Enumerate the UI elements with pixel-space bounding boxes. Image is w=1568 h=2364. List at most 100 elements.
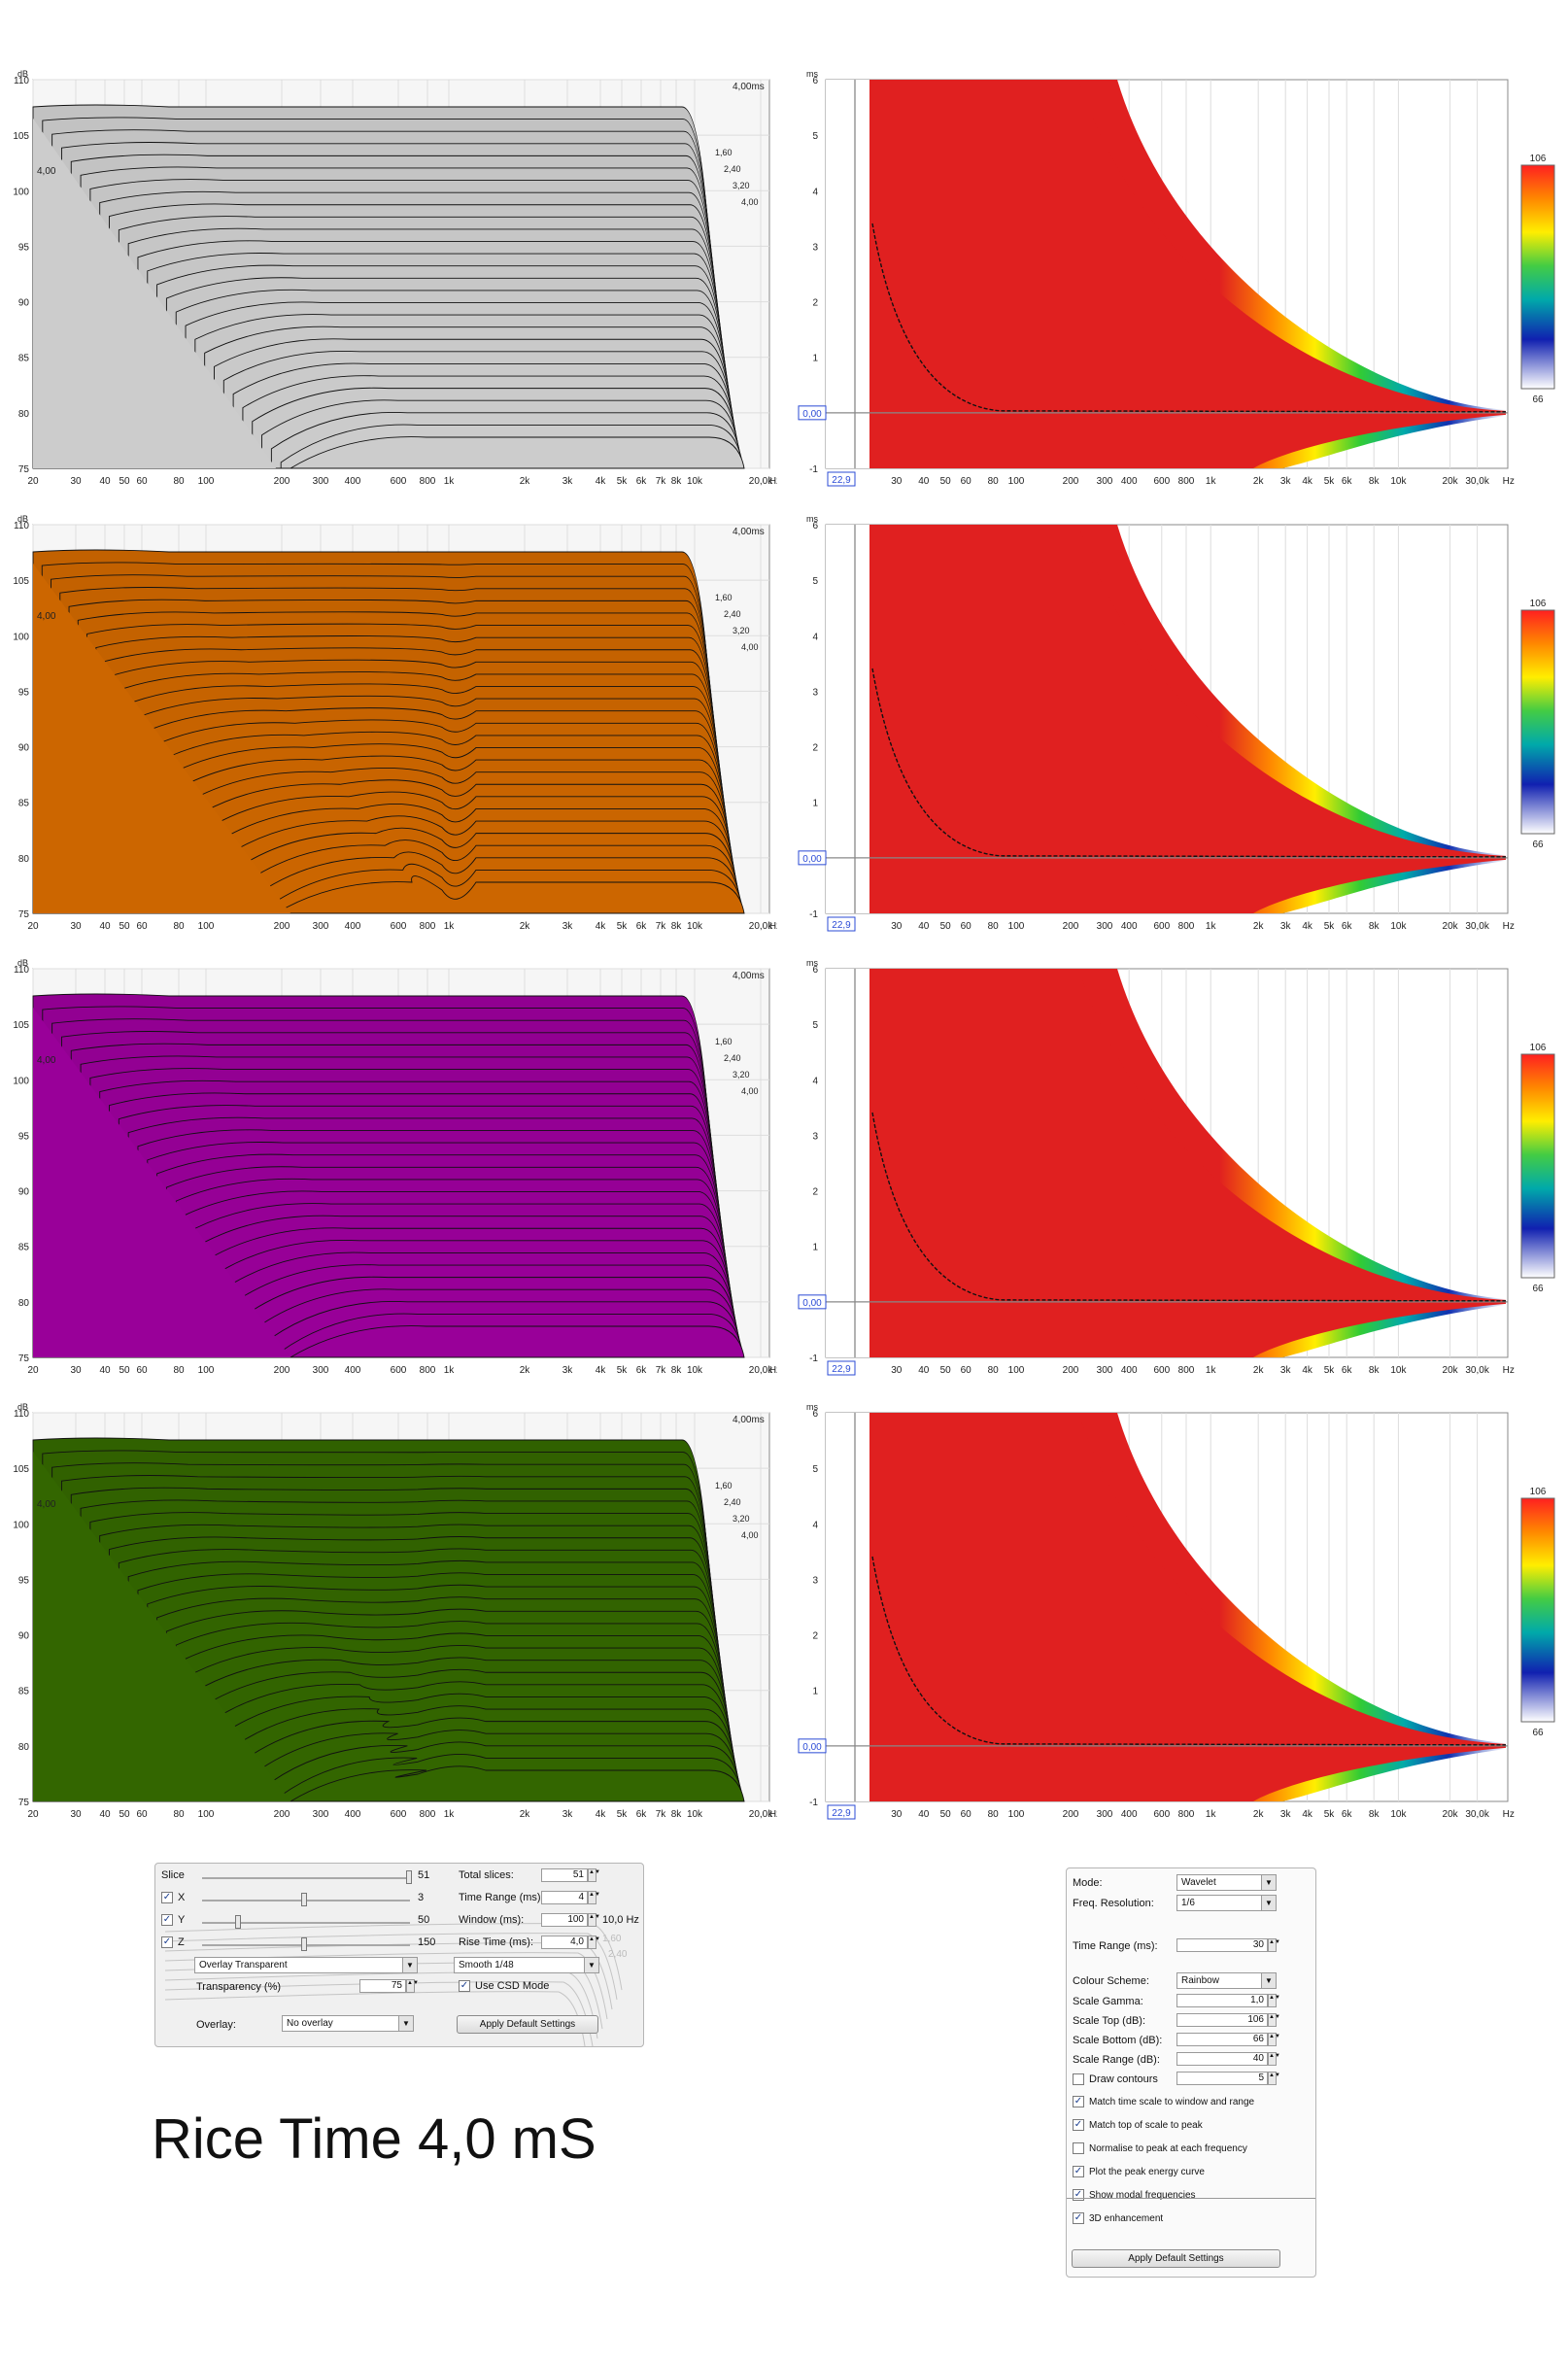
- y-checkbox[interactable]: ✓: [161, 1914, 173, 1926]
- scale-top-field[interactable]: 106: [1176, 2013, 1268, 2027]
- transparency-spinner[interactable]: ▲▼: [406, 1979, 419, 1993]
- x-tick-label: 300: [313, 476, 329, 487]
- window-field[interactable]: 100: [541, 1913, 588, 1927]
- option-row[interactable]: ✓ Match time scale to window and range: [1073, 2096, 1254, 2107]
- slice-time-label: 1,60: [715, 148, 733, 157]
- option-row[interactable]: ✓ Show modal frequencies: [1073, 2189, 1196, 2201]
- x-tick-label: 400: [345, 1365, 361, 1376]
- option-checkbox[interactable]: ✓: [1073, 2189, 1084, 2201]
- z-slider-thumb[interactable]: [301, 1937, 307, 1951]
- y-tick-label: 3: [812, 687, 818, 698]
- time-range-field[interactable]: 4: [541, 1891, 588, 1904]
- draw-contours-field[interactable]: 5: [1176, 2072, 1268, 2085]
- z-value: 150: [418, 1936, 436, 1948]
- x-tick-label: 6k: [636, 921, 648, 932]
- y-tick-label: 75: [18, 1353, 30, 1364]
- colour-scheme-dropdown[interactable]: Rainbow ▼: [1176, 1972, 1277, 1989]
- x-checkbox[interactable]: ✓: [161, 1892, 173, 1903]
- option-checkbox[interactable]: ✓: [1073, 2166, 1084, 2177]
- y-axis-unit: ms: [806, 69, 818, 79]
- y-slider-thumb[interactable]: [235, 1915, 241, 1929]
- front-slice: [33, 1008, 290, 1357]
- overlay-dropdown[interactable]: No overlay ▼: [282, 2015, 414, 2032]
- option-checkbox[interactable]: ✓: [1073, 2119, 1084, 2131]
- x-tick-label: 800: [420, 1365, 436, 1376]
- x-slider-thumb[interactable]: [301, 1893, 307, 1906]
- scale-bottom-spinner[interactable]: ▲▼: [1268, 2033, 1280, 2046]
- x-tick-label: 40: [918, 1809, 930, 1820]
- slice-time-label: 2,40: [724, 609, 741, 619]
- transparency-field[interactable]: 75: [359, 1979, 406, 1993]
- x-tick-label: 400: [345, 921, 361, 932]
- x-tick-label: 30: [891, 1809, 903, 1820]
- rise-time-field[interactable]: 4,0: [541, 1936, 588, 1949]
- scale-range-field[interactable]: 40: [1176, 2052, 1268, 2066]
- x-tick-label: 40: [99, 1365, 111, 1376]
- x-tick-label: 8k: [1369, 1809, 1381, 1820]
- x-tick-label: 1k: [444, 1809, 456, 1820]
- option-row[interactable]: Normalise to peak at each frequency: [1073, 2142, 1247, 2154]
- x-tick-label: 20,0k: [749, 1809, 773, 1820]
- scale-gamma-spinner[interactable]: ▲▼: [1268, 1994, 1280, 2007]
- option-row[interactable]: ✓ Plot the peak energy curve: [1073, 2166, 1205, 2177]
- slice-value: 51: [418, 1869, 430, 1881]
- slice-slider[interactable]: [202, 1877, 410, 1879]
- x-tick-label: Hz: [1503, 1365, 1515, 1376]
- slice-slider-thumb[interactable]: [406, 1870, 412, 1884]
- x-tick-label: 60: [136, 921, 148, 932]
- x-tick-label: 1k: [1206, 476, 1217, 487]
- y-slider[interactable]: [202, 1922, 410, 1924]
- draw-contours-spinner[interactable]: ▲▼: [1268, 2072, 1280, 2085]
- total-slices-field[interactable]: 51: [541, 1868, 588, 1882]
- scale-bottom-field[interactable]: 66: [1176, 2033, 1268, 2046]
- option-checkbox[interactable]: [1073, 2142, 1084, 2154]
- y-tick-label: 5: [812, 1464, 818, 1475]
- front-slice-label: 4,00: [37, 166, 56, 177]
- overlay-mode-dropdown[interactable]: Overlay Transparent ▼: [194, 1957, 418, 1973]
- y-tick-label: 1: [812, 1243, 818, 1253]
- slice-time-label: 3,20: [733, 1070, 750, 1079]
- x-tick-label: 3k: [1280, 1809, 1292, 1820]
- smoothing-dropdown[interactable]: Smooth 1/48 ▼: [454, 1957, 599, 1973]
- y-tick-label: 100: [13, 187, 29, 197]
- window-spinner[interactable]: ▲▼: [588, 1913, 600, 1927]
- x-tick-label: 60: [136, 1365, 148, 1376]
- total-slices-spinner[interactable]: ▲▼: [588, 1868, 600, 1882]
- scale-range-spinner[interactable]: ▲▼: [1268, 2052, 1280, 2066]
- apply-default-settings-button[interactable]: Apply Default Settings: [1072, 2249, 1280, 2268]
- use-csd-checkbox[interactable]: ✓: [459, 1980, 470, 1992]
- x-tick-label: 50: [940, 1365, 952, 1376]
- x-tick-label: 10k: [687, 921, 703, 932]
- apply-default-settings-button[interactable]: Apply Default Settings: [457, 2015, 598, 2034]
- x-tick-label: 300: [313, 921, 329, 932]
- time-range-spinner[interactable]: ▲▼: [1268, 1938, 1280, 1952]
- scale-gamma-field[interactable]: 1,0: [1176, 1994, 1268, 2007]
- y-tick-label: 90: [18, 1631, 30, 1642]
- x-tick-label: 6k: [1342, 476, 1353, 487]
- x-tick-label: 2k: [1253, 921, 1265, 932]
- time-range-spinner[interactable]: ▲▼: [588, 1891, 600, 1904]
- mode-dropdown[interactable]: Wavelet ▼: [1176, 1874, 1277, 1891]
- option-row[interactable]: ✓ 3D enhancement: [1073, 2212, 1163, 2224]
- freq-resolution-dropdown[interactable]: 1/6 ▼: [1176, 1895, 1277, 1911]
- time-range-field[interactable]: 30: [1176, 1938, 1268, 1952]
- y-axis-unit: ms: [806, 1402, 818, 1412]
- peak-energy-curve: [871, 668, 1507, 858]
- front-slice-label: 4,00: [37, 1499, 56, 1510]
- x-tick-label: 5k: [1324, 476, 1336, 487]
- x-tick-label: 60: [961, 1365, 972, 1376]
- z-checkbox[interactable]: ✓: [161, 1936, 173, 1948]
- y-tick-label: 80: [18, 1742, 30, 1753]
- front-slice: [33, 564, 290, 913]
- rise-time-spinner[interactable]: ▲▼: [588, 1936, 600, 1949]
- x-tick-label: Hz: [769, 476, 777, 487]
- option-checkbox[interactable]: ✓: [1073, 2096, 1084, 2107]
- option-checkbox[interactable]: ✓: [1073, 2212, 1084, 2224]
- draw-contours-checkbox[interactable]: [1073, 2073, 1084, 2085]
- y-tick-label: 4: [812, 1520, 818, 1530]
- option-row[interactable]: ✓ Match top of scale to peak: [1073, 2119, 1203, 2131]
- freq-cursor-value: 22,9: [832, 920, 851, 931]
- scale-top-spinner[interactable]: ▲▼: [1268, 2013, 1280, 2027]
- x-tick-label: 10k: [687, 1365, 703, 1376]
- x-tick-label: 80: [988, 1365, 1000, 1376]
